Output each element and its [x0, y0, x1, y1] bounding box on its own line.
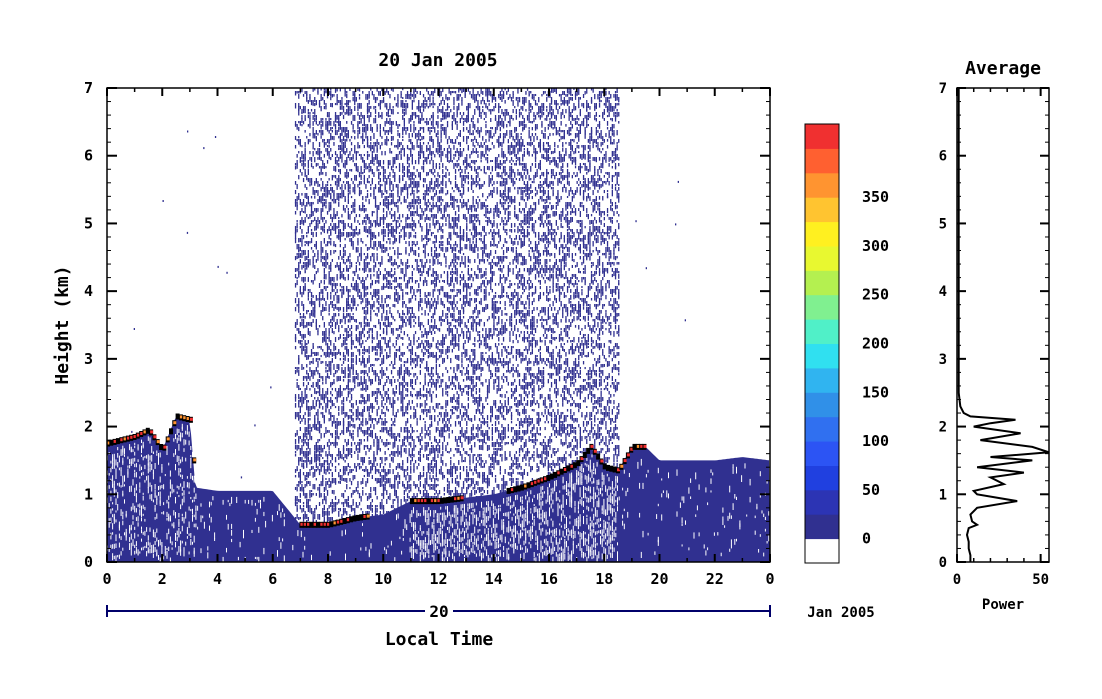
colorbar-tick-label: 100: [862, 432, 889, 450]
side-y-tick-label: 3: [939, 352, 947, 368]
side-frame: [956, 87, 1050, 563]
x-tick-label: 14: [485, 570, 503, 588]
colorbar-tick-label: 250: [862, 286, 889, 304]
colorbar-swatch: [805, 489, 839, 515]
y-tick-label: 3: [84, 350, 93, 368]
colorbar-tick-label: 200: [862, 335, 889, 353]
strong-returns: [107, 413, 647, 528]
y-tick-label: 6: [84, 147, 93, 165]
y-tick-label: 4: [84, 282, 93, 300]
colorbar-tick-label: 0: [862, 530, 871, 548]
colorbar-frame: [804, 123, 840, 564]
side-x-axis-label: Power: [982, 597, 1024, 613]
side-y-tick-label: 1: [939, 487, 947, 503]
colorbar-swatch: [805, 538, 839, 564]
colorbar-swatch: [805, 465, 839, 491]
side-y-tick-label: 4: [939, 284, 947, 300]
side-y-tick-label: 5: [939, 216, 947, 232]
date-month-year-label: Jan 2005: [807, 605, 874, 621]
colorbar-swatch: [805, 367, 839, 393]
x-tick-label: 22: [706, 570, 724, 588]
y-tick-label: 1: [84, 485, 93, 503]
average-power-line: [957, 88, 1049, 562]
colorbar-tick-label: 150: [862, 383, 889, 401]
colorbar-swatch: [805, 270, 839, 296]
x-tick-label: 2: [158, 570, 167, 588]
colorbar-swatch: [805, 197, 839, 223]
colorbar-swatch: [805, 294, 839, 320]
x-tick-label: 12: [429, 570, 447, 588]
colorbar-swatch: [805, 148, 839, 174]
y-tick-label: 5: [84, 214, 93, 232]
side-y-tick-label: 2: [939, 420, 947, 436]
y-tick-label: 7: [84, 79, 93, 97]
side-plot-area: [957, 88, 1049, 562]
colorbar-swatch: [805, 245, 839, 271]
side-y-tick-label: 6: [939, 149, 947, 165]
colorbar-swatch: [805, 343, 839, 369]
colorbar-swatch: [805, 514, 839, 540]
x-tick-label: 16: [540, 570, 558, 588]
colorbar-swatch: [805, 221, 839, 247]
x-tick-label: 6: [268, 570, 277, 588]
colorbar: [804, 123, 840, 564]
colorbar-swatch: [805, 319, 839, 344]
x-tick-label: 10: [374, 570, 392, 588]
colorbar-swatch: [805, 172, 839, 198]
colorbar-swatch: [805, 124, 839, 149]
side-title: Average: [965, 58, 1041, 79]
y-tick-label: 0: [84, 553, 93, 571]
chart-title: 20 Jan 2005: [378, 50, 497, 71]
date-day-label: 20: [429, 602, 448, 621]
colorbar-swatch: [805, 416, 839, 442]
colorbar-swatch: [805, 392, 839, 418]
y-tick-label: 2: [84, 418, 93, 436]
echo-gaps: [107, 423, 770, 562]
y-axis-label: Height (km): [52, 265, 73, 384]
colorbar-tick-label: 350: [862, 188, 889, 206]
colorbar-labels: 0 50 100 150 200 250 300 350: [862, 188, 889, 547]
x-tick-label: 18: [595, 570, 613, 588]
side-y-tick-label: 7: [939, 81, 947, 97]
x-tick-label: 4: [213, 570, 222, 588]
colorbar-tick-label: 300: [862, 237, 889, 255]
side-y-tick-label: 0: [939, 555, 947, 571]
side-x-tick-label: 50: [1032, 572, 1049, 588]
side-x-tick-label: 0: [953, 572, 961, 588]
x-tick-label: 8: [323, 570, 332, 588]
date-bar-gap: [425, 601, 453, 619]
colorbar-tick-label: 50: [862, 481, 880, 499]
x-tick-label: 20: [650, 570, 668, 588]
colorbar-swatch: [805, 441, 839, 466]
x-tick-label: 0: [102, 570, 111, 588]
noise-speckles: [131, 88, 686, 529]
heatmap-area: [107, 88, 770, 562]
x-tick-label: 0: [765, 570, 774, 588]
x-axis-label: Local Time: [385, 629, 494, 650]
